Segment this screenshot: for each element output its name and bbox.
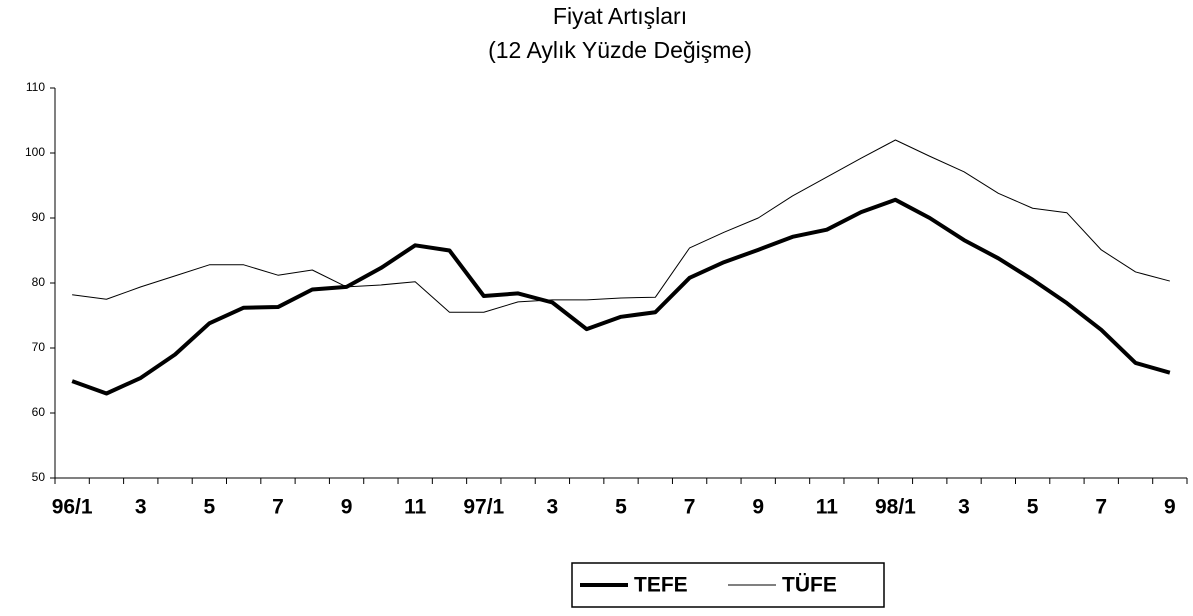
x-tick-label: 11 xyxy=(816,496,839,519)
y-tick-label: 50 xyxy=(32,470,46,484)
x-tick-label: 9 xyxy=(341,496,353,519)
x-tick-label: 98/1 xyxy=(875,496,916,519)
x-tick-label: 3 xyxy=(958,496,970,519)
series-line xyxy=(72,139,1170,313)
x-tick-label: 3 xyxy=(135,496,147,519)
x-tick-label: 96/1 xyxy=(52,496,93,519)
x-tick-label: 7 xyxy=(684,496,696,519)
x-tick-label: 97/1 xyxy=(463,496,504,519)
y-tick-label: 100 xyxy=(25,145,45,159)
x-tick-label: 5 xyxy=(615,496,627,519)
x-tick-label: 9 xyxy=(752,496,764,519)
x-tick-label: 7 xyxy=(272,496,284,519)
legend-label: TEFE xyxy=(634,574,688,597)
x-tick-label: 11 xyxy=(404,496,427,519)
chart-subtitle: (12 Aylık Yüzde Değişme) xyxy=(488,37,752,63)
series-line xyxy=(71,197,1171,396)
x-tick-label: 5 xyxy=(204,496,216,519)
x-tick-label: 7 xyxy=(1095,496,1107,519)
x-tick-label: 5 xyxy=(1027,496,1039,519)
chart-title: Fiyat Artışları xyxy=(553,3,687,29)
y-tick-label: 70 xyxy=(32,340,46,354)
y-tick-label: 110 xyxy=(26,80,45,94)
x-tick-label: 3 xyxy=(547,496,559,519)
x-tick-label: 9 xyxy=(1164,496,1176,519)
legend-label: TÜFE xyxy=(782,574,837,597)
y-tick-label: 90 xyxy=(32,210,46,224)
y-tick-label: 60 xyxy=(32,405,46,419)
y-tick-label: 80 xyxy=(32,275,46,289)
